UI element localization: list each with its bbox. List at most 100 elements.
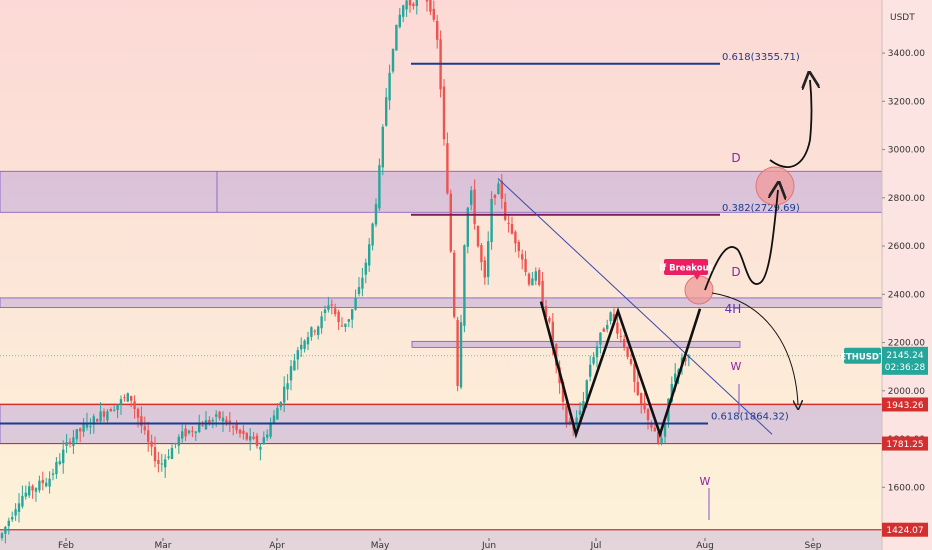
candle-body — [136, 408, 140, 418]
candle-body — [289, 366, 293, 381]
candle-body — [412, 3, 415, 7]
candle-body — [490, 199, 493, 243]
candle-body — [218, 411, 221, 419]
candle-body — [245, 432, 248, 440]
candle-body — [446, 143, 449, 194]
candle-body — [470, 190, 473, 205]
y-tick-label-6: 2800.00 — [888, 194, 925, 204]
candle-body — [432, 8, 435, 20]
candle-body — [629, 359, 633, 364]
price-tag-label-2: 1424.07 — [886, 526, 923, 536]
candle-body — [262, 437, 265, 445]
candle-body — [208, 419, 211, 424]
candle-body — [68, 441, 72, 444]
current-price-tag — [882, 346, 928, 375]
candle-body — [55, 462, 58, 475]
candle-body — [75, 429, 78, 440]
symbol-label: ETHUSDT — [840, 352, 885, 362]
candle-body — [521, 254, 524, 260]
candle-body — [160, 463, 163, 465]
candle-body — [517, 241, 520, 252]
candle-body — [317, 326, 320, 335]
candle-body — [453, 252, 456, 317]
candle-body — [398, 14, 401, 28]
candle-body — [286, 383, 289, 390]
candle-body — [62, 449, 65, 464]
candle-body — [585, 380, 588, 400]
candle-body — [296, 350, 299, 360]
candle-body — [153, 447, 157, 462]
candle-body — [184, 428, 187, 437]
candle-body — [415, 0, 418, 7]
candle-body — [92, 416, 95, 425]
price-tag-label-1: 1781.25 — [886, 440, 923, 450]
candle-body — [293, 360, 296, 371]
candle-body — [578, 410, 582, 415]
candle-body — [660, 438, 663, 444]
candle-body — [408, 0, 412, 6]
candle-body — [657, 432, 660, 444]
candle-body — [45, 482, 48, 487]
candle-body — [653, 427, 656, 432]
candle-body — [235, 423, 238, 431]
breakout-label: If Breakout — [659, 264, 712, 274]
candle-body — [85, 422, 89, 428]
candle-body — [459, 322, 463, 388]
candle-body — [126, 393, 129, 402]
candle-body — [442, 86, 446, 140]
candle-body — [504, 202, 507, 220]
candle-body — [259, 446, 262, 450]
candle-body — [116, 404, 119, 410]
annotation-w-right: W — [731, 360, 742, 373]
candle-body — [242, 430, 245, 434]
drawings-layer: If Breakout D D 4H W W — [497, 80, 812, 520]
annotation-d-upper: D — [731, 151, 740, 165]
candle-body — [279, 401, 282, 408]
candle-body — [646, 409, 650, 420]
candle-body — [544, 306, 548, 318]
y-tick-label-3: 2200.00 — [888, 339, 925, 349]
bull-path-1 — [704, 190, 778, 291]
candle-body — [106, 411, 109, 421]
candle-body — [41, 479, 44, 484]
candle-body — [347, 319, 350, 322]
candle-body — [225, 419, 228, 425]
candle-body — [449, 193, 452, 252]
x-axis[interactable]: Feb Mar Apr May Jun Jul Aug Sep — [58, 538, 822, 550]
candle-body — [164, 459, 167, 468]
candle-body — [357, 287, 361, 294]
zone-1 — [0, 297, 883, 308]
candle-body — [109, 409, 112, 412]
candle-body — [133, 401, 136, 410]
y-axis[interactable]: USDT1600.001800.002000.002200.002400.002… — [840, 0, 932, 550]
candle-body — [320, 316, 323, 329]
candle-body — [476, 225, 480, 247]
candle-body — [272, 415, 276, 424]
candle-body — [466, 207, 469, 247]
candle-body — [191, 430, 194, 432]
candle-body — [402, 5, 405, 17]
candle-body — [198, 424, 201, 433]
fib-label-2: 0.618(1864.32) — [711, 412, 789, 423]
candle-body — [143, 426, 146, 431]
annotation-4h: 4H — [725, 302, 742, 316]
fib-label-1: 0.382(2729.69) — [722, 203, 800, 214]
x-tick-label-6: Aug — [696, 541, 714, 550]
candle-body — [24, 492, 27, 497]
candle-body — [181, 431, 184, 439]
candle-body — [551, 321, 554, 347]
candle-body — [456, 319, 459, 386]
candle-body — [429, 0, 432, 12]
candle-body — [17, 503, 21, 512]
candle-body — [140, 416, 143, 426]
y-tick-label-8: 3200.00 — [888, 97, 925, 107]
candle-body — [354, 297, 357, 310]
candle-body — [252, 436, 255, 439]
y-tick-label-4: 2400.00 — [888, 290, 925, 300]
candle-body — [82, 424, 85, 432]
zone-bottom — [0, 529, 882, 550]
candle-body — [102, 411, 106, 417]
candle-body — [147, 430, 150, 442]
candle-body — [7, 520, 10, 527]
